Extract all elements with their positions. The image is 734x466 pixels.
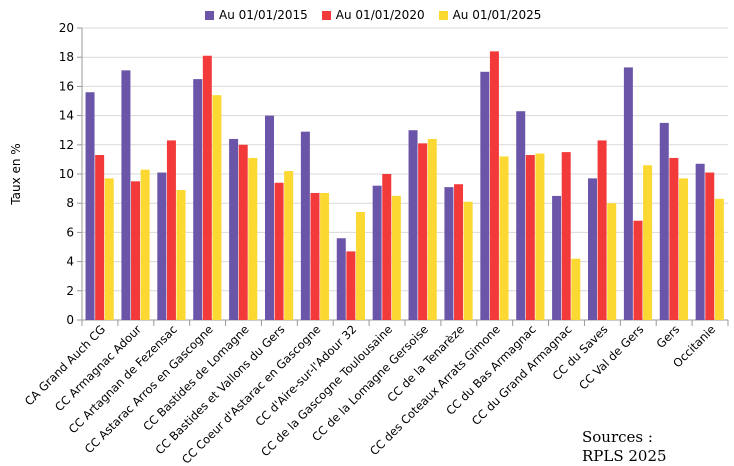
bar xyxy=(336,238,346,320)
bar xyxy=(274,182,284,320)
bar xyxy=(248,157,258,320)
bar xyxy=(669,157,679,320)
bar xyxy=(454,184,464,320)
bar xyxy=(300,131,310,320)
bar xyxy=(193,79,203,320)
bar xyxy=(382,174,392,320)
bar xyxy=(202,55,212,321)
bar xyxy=(85,92,95,321)
bar xyxy=(463,201,473,320)
legend-label-2015: Au 01/01/2015 xyxy=(219,8,308,22)
sources-value: RPLS 2025 xyxy=(582,447,667,465)
bar xyxy=(480,71,490,320)
y-axis-title: Taux en % xyxy=(9,143,23,205)
bar xyxy=(229,138,239,320)
bar xyxy=(391,195,401,320)
bar xyxy=(320,192,330,320)
legend-swatch-2020 xyxy=(321,10,331,20)
x-tick-label: Gers xyxy=(653,322,682,351)
y-tick-label: 12 xyxy=(59,138,74,152)
sources-label: Sources : xyxy=(582,428,653,446)
bar xyxy=(597,140,607,320)
bar xyxy=(695,163,705,320)
bar xyxy=(714,198,724,320)
bar xyxy=(571,258,581,320)
y-tick-label: 10 xyxy=(59,167,74,181)
y-tick-label: 14 xyxy=(59,109,74,123)
bar xyxy=(499,156,509,320)
bar xyxy=(525,155,535,320)
bar xyxy=(104,178,114,320)
legend-label-2025: Au 01/01/2025 xyxy=(452,8,542,22)
bar xyxy=(157,172,167,320)
bar xyxy=(238,144,248,320)
x-tick-label: CC Val de Gers xyxy=(576,322,646,392)
bar xyxy=(427,138,437,320)
bar xyxy=(166,140,176,320)
bar xyxy=(444,187,454,320)
bar xyxy=(633,220,643,320)
bar xyxy=(372,185,382,320)
x-tick-label: CC Bastides et Vallons du Gers xyxy=(152,322,287,457)
bar xyxy=(516,111,526,320)
bar xyxy=(212,95,222,320)
bar xyxy=(587,178,597,320)
y-tick-label: 16 xyxy=(59,79,74,93)
y-tick-label: 8 xyxy=(66,196,74,210)
sources-note: Sources : RPLS 2025 xyxy=(582,428,667,466)
bar xyxy=(489,51,499,321)
bar xyxy=(310,192,320,320)
bar xyxy=(552,195,562,320)
y-tick-label: 2 xyxy=(66,284,74,298)
bar xyxy=(561,152,571,320)
bar xyxy=(418,143,428,320)
legend-label-2020: Au 01/01/2020 xyxy=(335,8,425,22)
y-tick-label: 0 xyxy=(66,313,74,327)
legend-swatch-2015 xyxy=(205,10,214,20)
bar xyxy=(121,70,131,320)
y-tick-label: 6 xyxy=(66,225,74,239)
bar xyxy=(284,171,294,320)
bar xyxy=(643,165,653,320)
bar xyxy=(535,153,545,320)
y-tick-label: 20 xyxy=(59,21,74,35)
chart-legend: Au 01/01/2015 Au 01/01/2020 Au 01/01/202… xyxy=(205,8,541,22)
bar xyxy=(705,172,715,320)
bar xyxy=(264,115,274,320)
bar xyxy=(131,181,141,320)
legend-item-2015: Au 01/01/2015 xyxy=(205,8,308,22)
x-tick-label: CC de la Gascogne Toulousaine xyxy=(258,322,395,459)
bar xyxy=(140,169,150,320)
bar xyxy=(659,122,669,321)
bar xyxy=(408,130,418,320)
legend-item-2020: Au 01/01/2020 xyxy=(321,8,425,22)
y-tick-label: 4 xyxy=(66,255,74,269)
bar xyxy=(176,190,186,320)
bar xyxy=(678,178,688,320)
legend-swatch-2025 xyxy=(438,10,448,20)
bar xyxy=(346,251,356,320)
bar xyxy=(623,67,633,320)
bar xyxy=(355,211,365,320)
y-tick-label: 18 xyxy=(59,50,74,64)
bar xyxy=(607,203,617,320)
bar xyxy=(95,155,105,320)
legend-item-2025: Au 01/01/2025 xyxy=(438,8,542,22)
x-tick-label: CC des Coteaux Arrats Gimone xyxy=(367,322,503,458)
